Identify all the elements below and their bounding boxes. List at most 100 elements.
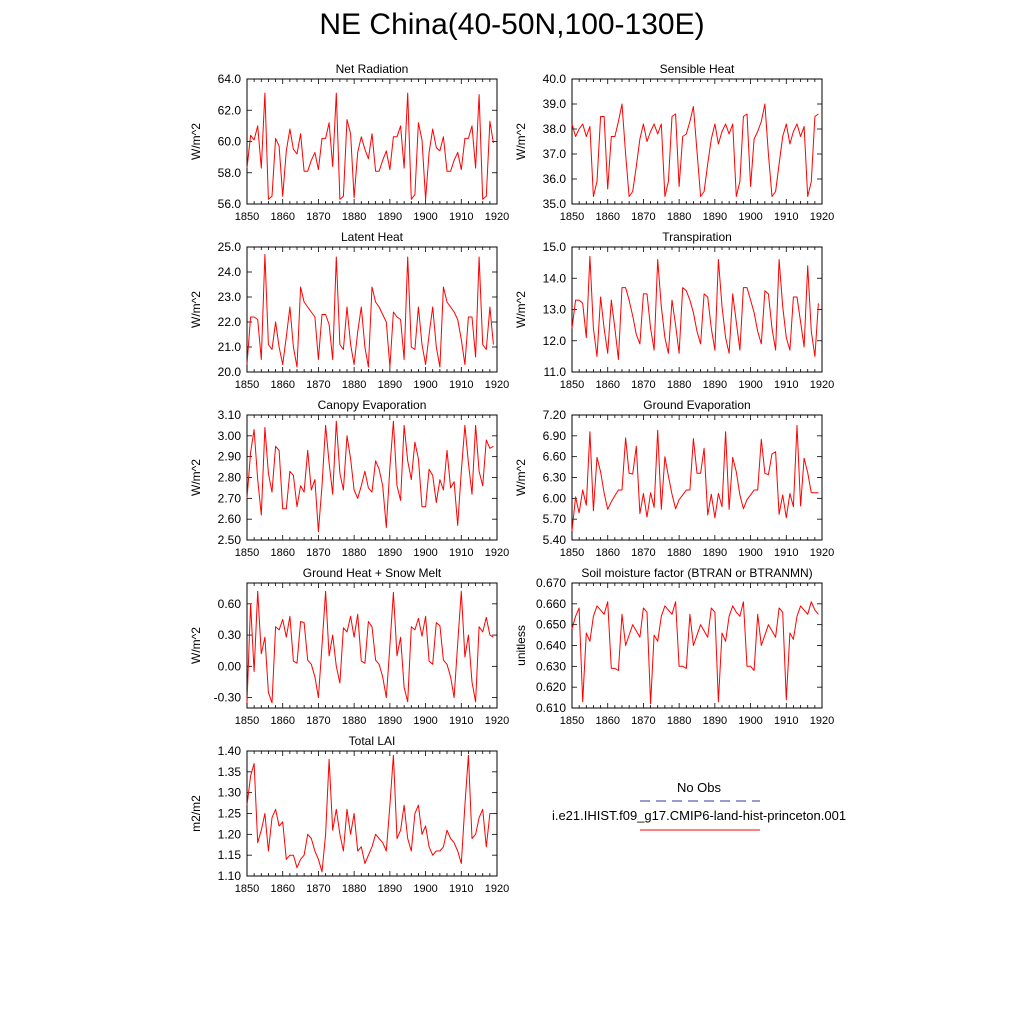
x-tick-label: 1920 [485, 547, 509, 559]
x-tick-label: 1900 [413, 211, 437, 223]
y-tick-label: 0.610 [536, 701, 566, 715]
y-tick-label: 2.80 [218, 471, 242, 485]
x-tick-label: 1920 [810, 211, 834, 223]
x-tick-label: 1880 [667, 715, 691, 727]
x-tick-label: 1920 [485, 715, 509, 727]
x-tick-label: 1900 [738, 211, 762, 223]
x-tick-label: 1850 [235, 547, 259, 559]
x-tick-label: 1910 [774, 211, 798, 223]
x-tick-label: 1850 [560, 715, 584, 727]
x-tick-label: 1890 [703, 379, 727, 391]
x-tick-label: 1890 [703, 547, 727, 559]
y-tick-label: 24.0 [218, 265, 242, 279]
y-tick-label: 35.0 [543, 197, 567, 211]
y-tick-label: 6.00 [543, 491, 567, 505]
x-tick-label: 1910 [449, 211, 473, 223]
panel-title: Ground Evaporation [643, 398, 750, 412]
panel-title: Sensible Heat [660, 62, 735, 76]
panel-7: Soil moisture factor (BTRAN or BTRANMN) u… [514, 566, 834, 727]
x-tick-label: 1910 [774, 379, 798, 391]
x-tick-label: 1890 [378, 379, 402, 391]
panel-title: Soil moisture factor (BTRAN or BTRANMN) [581, 566, 812, 580]
x-tick-label: 1880 [342, 211, 366, 223]
plot-frame [246, 78, 498, 205]
x-tick-label: 1870 [631, 379, 655, 391]
y-tick-label: 2.50 [218, 533, 242, 547]
x-tick-label: 1860 [270, 883, 294, 895]
x-tick-label: 1870 [306, 211, 330, 223]
x-tick-label: 1920 [810, 547, 834, 559]
y-tick-label: 2.70 [218, 491, 242, 505]
x-tick-label: 1850 [560, 211, 584, 223]
y-tick-label: 1.20 [218, 827, 242, 841]
plot-frame [246, 414, 498, 541]
x-tick-label: 1890 [378, 715, 402, 727]
x-tick-label: 1850 [560, 379, 584, 391]
y-tick-label: 14.0 [543, 271, 567, 285]
y-tick-label: 3.00 [218, 429, 242, 443]
x-tick-label: 1910 [449, 547, 473, 559]
y-tick-label: 1.35 [218, 765, 242, 779]
x-tick-label: 1880 [667, 211, 691, 223]
plot-frame [571, 414, 823, 541]
x-tick-label: 1910 [774, 715, 798, 727]
y-tick-label: 0.660 [536, 597, 566, 611]
y-tick-label: 6.60 [543, 450, 567, 464]
plot-frame [571, 246, 823, 373]
x-tick-label: 1920 [810, 379, 834, 391]
x-tick-label: 1860 [270, 211, 294, 223]
y-axis-label: W/m^2 [189, 291, 203, 328]
x-tick-label: 1900 [413, 883, 437, 895]
x-tick-label: 1900 [738, 715, 762, 727]
panel-1: Sensible Heat W/m^2 1850 1860 1870 1880 1890 19… [514, 62, 834, 223]
panel-2: Latent Heat W/m^2 1850 1860 1870 1880 1890 1900… [189, 230, 509, 391]
y-tick-label: 20.0 [218, 365, 242, 379]
plot-frame [246, 246, 498, 373]
y-axis-label: unitless [514, 625, 528, 666]
y-tick-label: 0.620 [536, 680, 566, 694]
y-tick-label: 0.00 [218, 659, 242, 673]
y-tick-label: 15.0 [543, 240, 567, 254]
panel-6: Ground Heat + Snow Melt W/m^2 1850 1860 1870… [189, 566, 509, 727]
y-axis-label: W/m^2 [514, 123, 528, 160]
panel-0: Net Radiation W/m^2 1850 1860 1870 1880 1890 19… [189, 62, 509, 223]
panel-title: Canopy Evaporation [318, 398, 427, 412]
y-tick-label: 36.0 [543, 172, 567, 186]
x-tick-label: 1910 [449, 883, 473, 895]
y-tick-label: 0.30 [218, 628, 242, 642]
x-tick-label: 1880 [342, 715, 366, 727]
x-tick-label: 1900 [413, 379, 437, 391]
x-tick-label: 1920 [485, 211, 509, 223]
panel-8: Total LAI m2/m2 1850 1860 1870 1880 1890 1900 19… [189, 734, 509, 895]
x-tick-label: 1870 [631, 547, 655, 559]
x-tick-label: 1850 [235, 883, 259, 895]
y-tick-label: -0.30 [214, 691, 242, 705]
legend-model-label: i.e21.IHIST.f09_g17.CMIP6-land-hist-prin… [552, 808, 846, 823]
x-tick-label: 1890 [703, 715, 727, 727]
y-tick-label: 1.10 [218, 869, 242, 883]
page-title: NE China(40-50N,100-130E) [319, 8, 705, 41]
y-tick-label: 56.0 [218, 197, 242, 211]
x-tick-label: 1880 [342, 379, 366, 391]
y-tick-label: 1.25 [218, 807, 242, 821]
y-tick-label: 3.10 [218, 408, 242, 422]
x-tick-label: 1910 [774, 547, 798, 559]
x-tick-label: 1870 [306, 547, 330, 559]
y-tick-label: 1.40 [218, 744, 242, 758]
y-tick-label: 11.0 [544, 365, 567, 379]
x-tick-label: 1890 [378, 211, 402, 223]
y-tick-label: 5.40 [543, 533, 567, 547]
y-tick-label: 58.0 [218, 166, 242, 180]
x-tick-label: 1870 [631, 715, 655, 727]
x-tick-label: 1880 [667, 547, 691, 559]
series-line [246, 590, 494, 704]
y-axis-label: m2/m2 [189, 795, 203, 832]
y-tick-label: 38.0 [543, 122, 567, 136]
y-tick-label: 60.0 [218, 135, 242, 149]
x-tick-label: 1900 [738, 547, 762, 559]
y-tick-label: 0.670 [536, 576, 566, 590]
y-tick-label: 0.640 [536, 639, 566, 653]
x-tick-label: 1860 [595, 715, 619, 727]
x-tick-label: 1860 [595, 547, 619, 559]
